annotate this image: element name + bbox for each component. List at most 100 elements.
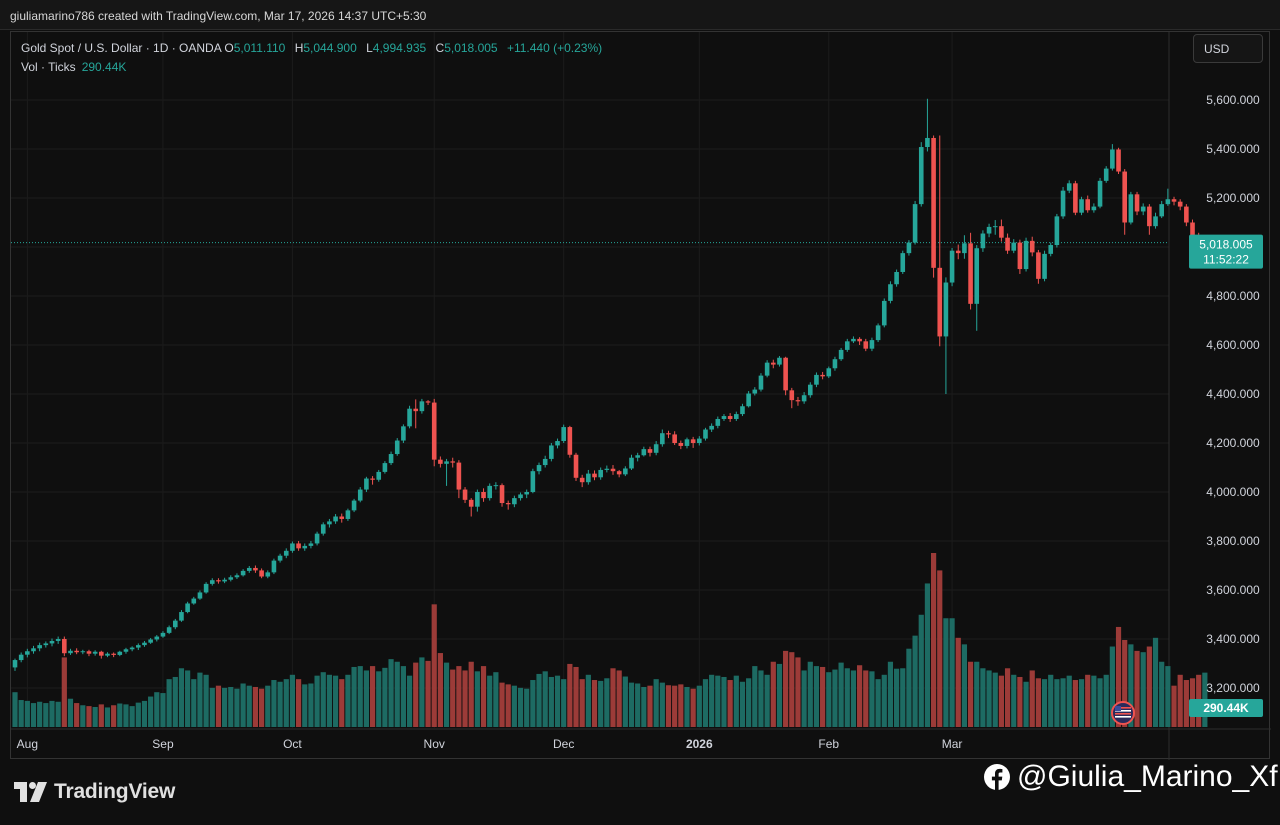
volume-bar: [1054, 679, 1060, 727]
candle-body: [277, 555, 283, 561]
candle-body: [561, 427, 566, 442]
candle-body: [592, 473, 597, 478]
volume-bar: [148, 696, 154, 727]
candle-body: [666, 433, 671, 435]
candle-body: [770, 362, 776, 365]
candle-body: [111, 653, 116, 655]
candle: [715, 416, 721, 429]
price-axis-label: 3,600.000: [1206, 583, 1260, 597]
legend-volume-label[interactable]: Vol · Ticks: [21, 60, 76, 74]
candle: [863, 338, 869, 352]
candle: [838, 347, 844, 361]
candle: [277, 553, 283, 563]
candle: [370, 476, 375, 485]
volume-bar: [986, 670, 992, 727]
currency-button[interactable]: USD: [1193, 34, 1263, 63]
volume-bar: [795, 657, 801, 727]
candle: [900, 250, 906, 274]
volume-bar: [431, 604, 437, 727]
volume-bar: [591, 680, 598, 727]
candle-body: [746, 393, 751, 407]
chart-frame: [10, 31, 1270, 759]
candle-body: [154, 636, 160, 640]
candle-body: [234, 575, 240, 578]
volume-bar: [758, 670, 764, 727]
candle-body: [783, 357, 788, 391]
candle-body: [105, 653, 110, 656]
candle: [820, 371, 825, 380]
candle-body: [302, 545, 308, 549]
volume-bar: [554, 675, 561, 727]
candle-body: [986, 226, 992, 234]
volume-bar: [826, 672, 832, 727]
candle-body: [333, 516, 338, 522]
candle-body: [949, 250, 955, 283]
price-axis-label: 4,400.000: [1206, 387, 1260, 401]
candle-body: [172, 620, 178, 628]
candle-body: [475, 492, 480, 507]
legend-high-key: H: [294, 41, 304, 55]
candle: [579, 474, 585, 488]
volume-bar: [1017, 676, 1023, 727]
candle-body: [345, 510, 351, 519]
candle-body: [481, 492, 486, 499]
candle: [271, 558, 277, 575]
legend-symbol[interactable]: Gold Spot / U.S. Dollar · 1D · OANDA: [21, 41, 222, 55]
volume-bar: [930, 553, 937, 727]
candle: [641, 446, 647, 457]
candle: [530, 468, 536, 494]
volume-bar: [727, 680, 733, 727]
candle: [1134, 191, 1140, 216]
candle: [703, 427, 708, 441]
candle: [918, 142, 924, 207]
volume-bar: [567, 663, 573, 727]
candle: [320, 522, 326, 536]
candle: [136, 643, 141, 651]
candle-body: [401, 426, 406, 441]
candle-body: [191, 598, 197, 604]
candle-body: [290, 543, 295, 551]
time-axis-label: Feb: [818, 737, 839, 751]
candle-body: [394, 440, 400, 455]
volume-bar: [887, 661, 894, 727]
volume-bar: [665, 685, 672, 727]
candle-body: [1184, 206, 1189, 223]
candle-body: [1023, 240, 1029, 270]
volume-bar: [628, 682, 635, 727]
candle: [246, 565, 252, 573]
candle: [758, 373, 764, 392]
volume-bar: [585, 674, 591, 727]
candle: [166, 625, 172, 635]
tradingview-logo-icon: [14, 782, 47, 802]
candle: [1011, 239, 1017, 254]
volume-bar: [406, 675, 413, 727]
candle: [542, 455, 548, 468]
candle-body: [931, 137, 936, 268]
candle-body: [1097, 180, 1103, 207]
candle-body: [752, 389, 758, 394]
volume-bar: [1023, 681, 1029, 727]
volume-bar: [24, 700, 30, 727]
candle-body: [197, 592, 203, 599]
candle: [92, 650, 98, 656]
candle: [382, 461, 388, 474]
candle-body: [623, 468, 628, 475]
price-axis-label: 5,200.000: [1206, 191, 1260, 205]
candle-body: [789, 390, 795, 401]
candlestick-chart[interactable]: 3,200.000 3,400.000 3,600.000 3,800.000 4,00…: [11, 32, 1271, 760]
volume-bar: [653, 679, 659, 727]
volume-bar: [117, 703, 123, 727]
volume-bar: [135, 702, 141, 727]
candle: [1036, 249, 1041, 284]
volume-bar: [1152, 637, 1159, 727]
candle: [172, 618, 178, 630]
volume-bar: [111, 705, 117, 727]
candle-body: [1005, 237, 1010, 251]
volume-bar: [61, 657, 67, 727]
volume-bar: [43, 703, 49, 727]
candle: [74, 648, 79, 655]
volume-bar: [832, 669, 838, 727]
volume-bar: [37, 701, 43, 727]
candle: [653, 441, 659, 456]
volume-bar: [746, 678, 752, 727]
